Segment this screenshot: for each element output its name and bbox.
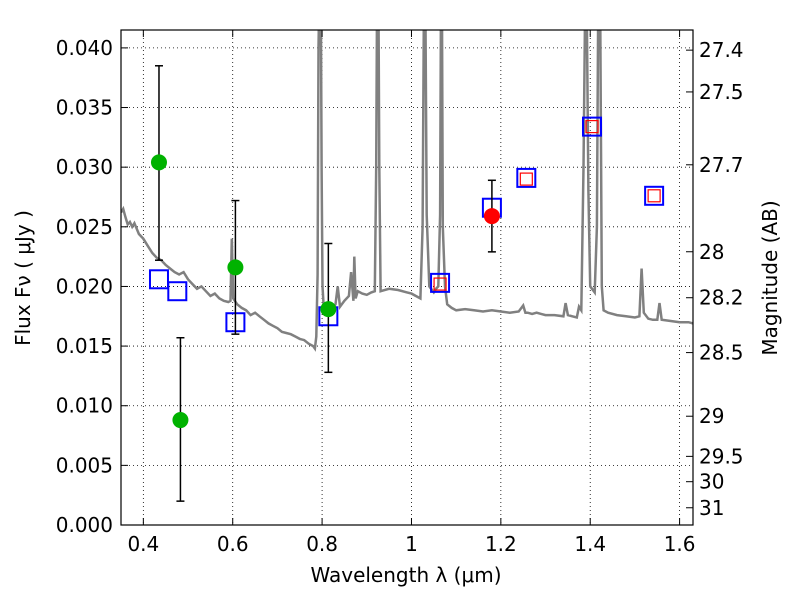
y-tick-label: 0.030 <box>56 155 113 179</box>
magnitude-tick-label: 28 <box>699 240 724 264</box>
x-tick-label: 0.4 <box>127 532 159 556</box>
photometry-point <box>172 412 189 429</box>
plot-frame <box>120 29 694 526</box>
photometry-point <box>150 154 167 171</box>
magnitude-tick-label: 29.5 <box>699 444 744 468</box>
model-flux-square <box>582 116 603 137</box>
magnitude-tick-label: 27.7 <box>699 153 744 177</box>
photometry-point <box>227 259 244 276</box>
model-spectrum-line <box>121 30 693 352</box>
y-axis-label: Flux Fν ( μJy ) <box>11 210 35 346</box>
data-markers <box>148 65 665 502</box>
model-flux-square <box>516 167 537 188</box>
x-axis-label: Wavelength λ (μm) <box>310 563 501 587</box>
y2-axis-label: Magnitude (AB) <box>758 200 782 355</box>
magnitude-tick-label: 28.5 <box>699 341 744 365</box>
x-tick-label: 0.6 <box>217 532 249 556</box>
model-flux-square-inner <box>519 172 533 186</box>
magnitude-tick-label: 29 <box>699 404 724 428</box>
y-tick-label: 0.020 <box>56 274 113 298</box>
photometry-point <box>320 301 337 318</box>
photometry-point <box>483 208 500 225</box>
x-tick-label: 1.4 <box>574 532 606 556</box>
y-tick-label: 0.005 <box>56 453 113 477</box>
magnitude-tick-label: 27.4 <box>699 38 744 62</box>
x-tick-label: 1.2 <box>485 532 517 556</box>
magnitude-tick-label: 31 <box>699 496 724 520</box>
y-tick-label: 0.010 <box>56 394 113 418</box>
y-tick-label: 0.025 <box>56 215 113 239</box>
model-flux-square <box>430 272 451 293</box>
y-tick-label: 0.035 <box>56 96 113 120</box>
magnitude-tick-label: 27.5 <box>699 80 744 104</box>
magnitude-tick-label: 28.2 <box>699 286 744 310</box>
model-flux-square <box>644 185 665 206</box>
y-tick-label: 0.040 <box>56 36 113 60</box>
y-tick-label: 0.015 <box>56 334 113 358</box>
x-tick-label: 0.8 <box>306 532 338 556</box>
model-flux-square <box>167 281 188 302</box>
x-tick-label: 1 <box>405 532 418 556</box>
model-flux-square-inner <box>433 277 447 291</box>
model-flux-square-inner <box>585 120 599 134</box>
model-flux-square-inner <box>647 189 661 203</box>
magnitude-tick-label: 30 <box>699 470 724 494</box>
axis-ticks: 0.4 0.6 0.8 1 1.2 1.4 1.6 0.000 0.005 0.010 0.015 0… <box>56 30 744 556</box>
x-tick-label: 1.6 <box>664 532 696 556</box>
model-flux-square <box>148 269 169 290</box>
y-tick-label: 0.000 <box>56 513 113 537</box>
